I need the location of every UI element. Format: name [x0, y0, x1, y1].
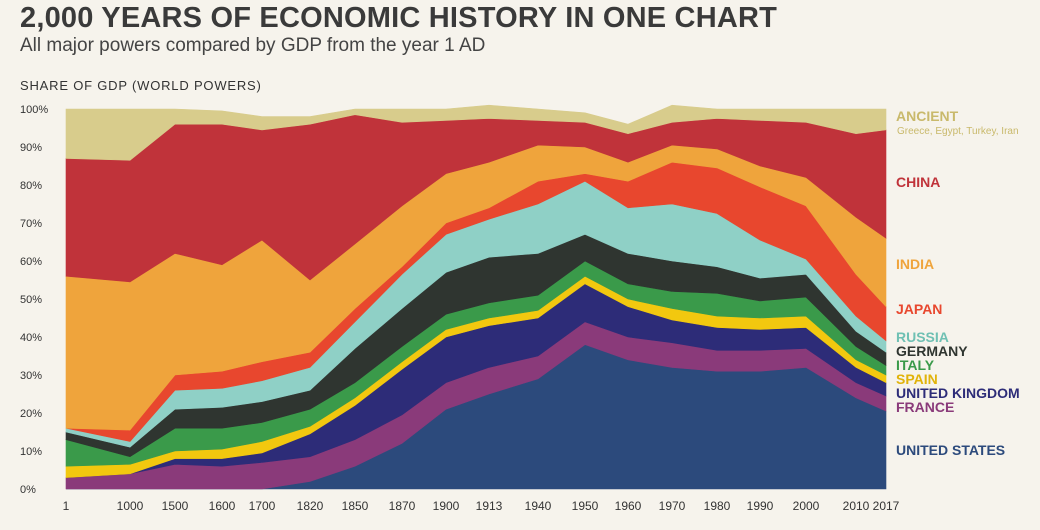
x-tick-label: 1850	[342, 499, 369, 513]
x-tick-label: 1000	[117, 499, 144, 513]
x-tick-label: 2017	[873, 499, 900, 513]
y-tick-label: 80%	[20, 180, 42, 192]
annotation-ancient: Greece, Egypt, Turkey, Iran	[897, 126, 1019, 137]
y-tick-label: 100%	[20, 104, 48, 116]
legend-label-united-states: UNITED STATES	[896, 442, 1005, 458]
area-ancient	[65, 104, 887, 161]
legend-label-france: FRANCE	[896, 399, 954, 415]
x-tick-label: 1820	[297, 499, 324, 513]
y-tick-label: 20%	[20, 408, 42, 420]
legend-label-china: CHINA	[896, 174, 940, 190]
page-subtitle: All major powers compared by GDP from th…	[20, 35, 486, 56]
legend-label-italy: ITALY	[896, 357, 935, 373]
y-tick-label: 50%	[20, 294, 42, 306]
chart-areas	[65, 104, 887, 490]
legend-label-united-kingdom: UNITED KINGDOM	[896, 385, 1020, 401]
y-tick-label: 30%	[20, 370, 42, 382]
x-tick-label: 1940	[525, 499, 552, 513]
x-tick-label: 1980	[704, 499, 731, 513]
legend-label-japan: JAPAN	[896, 301, 942, 317]
y-tick-label: 90%	[20, 142, 42, 154]
legend-label-germany: GERMANY	[896, 343, 968, 359]
x-tick-label: 1960	[615, 499, 642, 513]
legend-label-india: INDIA	[896, 256, 934, 272]
x-tick-label: 1950	[572, 499, 599, 513]
y-tick-label: 40%	[20, 332, 42, 344]
y-tick-label: 10%	[20, 446, 42, 458]
x-tick-label: 1500	[162, 499, 189, 513]
y-tick-label: 60%	[20, 256, 42, 268]
x-tick-label: 1970	[659, 499, 686, 513]
x-tick-label: 1	[63, 499, 70, 513]
legend-label-ancient: ANCIENT	[896, 108, 959, 124]
x-axis-ticks: 1 1000 1500 1600 1700 1820 1850 1870 1900 1913 194…	[63, 499, 900, 513]
x-tick-label: 1600	[209, 499, 236, 513]
x-tick-label: 1990	[747, 499, 774, 513]
legend-label-spain: SPAIN	[896, 371, 938, 387]
x-tick-label: 1913	[476, 499, 503, 513]
x-tick-label: 2000	[793, 499, 820, 513]
x-tick-label: 1900	[433, 499, 460, 513]
y-axis-label: SHARE OF GDP (WORLD POWERS)	[20, 78, 262, 93]
y-tick-label: 0%	[20, 484, 36, 496]
page-title: 2,000 YEARS OF ECONOMIC HISTORY IN ONE C…	[20, 2, 778, 34]
x-tick-label: 2010	[843, 499, 870, 513]
x-tick-label: 1870	[389, 499, 416, 513]
y-axis-ticks: 0% 10% 20% 30% 40% 50% 60% 70% 80% 90% 100%	[20, 104, 48, 496]
legend-label-russia: RUSSIA	[896, 329, 949, 345]
x-tick-label: 1700	[249, 499, 276, 513]
y-tick-label: 70%	[20, 218, 42, 230]
